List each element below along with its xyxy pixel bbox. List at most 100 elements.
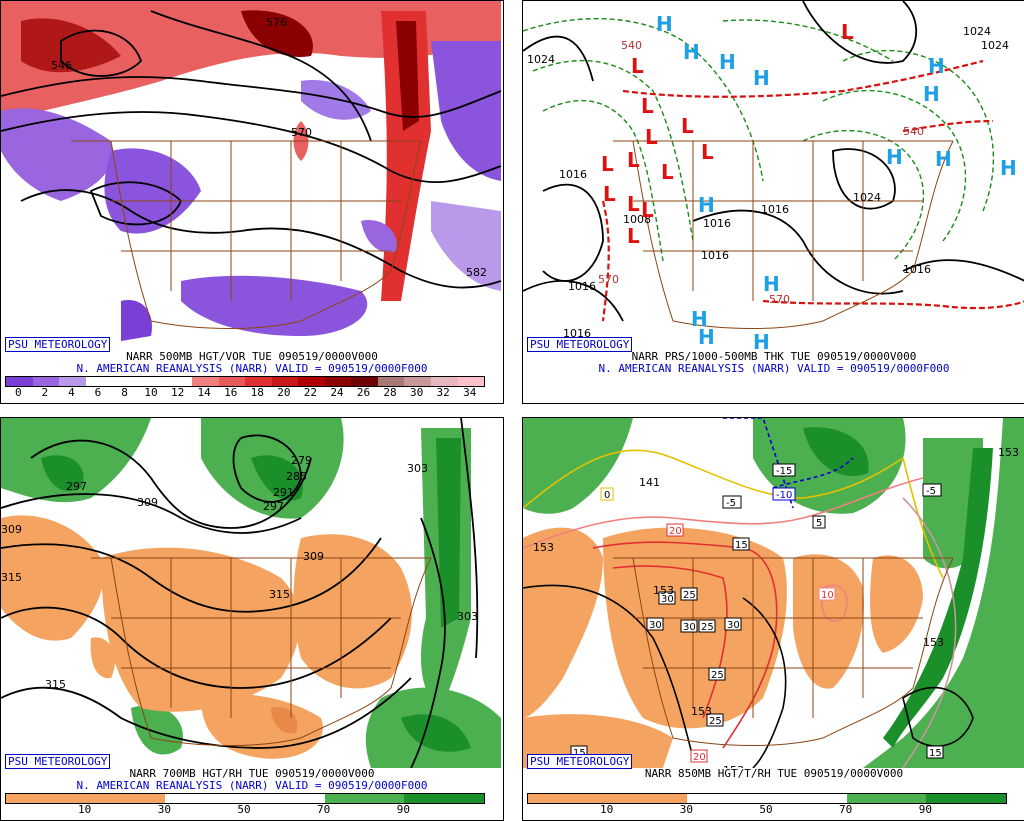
high-pressure-marker: H [719,50,736,74]
colorbar-segment [85,794,166,803]
colorbar-segment [377,377,405,386]
colorbar-tick-label: 30 [157,803,171,816]
colorbar-segment [404,794,485,803]
low-pressure-marker: L [631,54,644,78]
contour-label: 546 [51,59,72,72]
temp-label: 5 [812,515,826,529]
temp-label: 25 [706,713,724,727]
panel-pressure-thickness: 1024 1016 1008 1016 1016 1016 1024 1016 … [522,0,1024,404]
colorbar-segment [165,377,192,386]
colorbar-tick-label: 12 [170,386,185,399]
panel-subtitle: N. AMERICAN REANALYSIS (NARR) VALID = 09… [598,362,950,375]
temp-label: -5 [722,495,742,509]
temp-label: 30 [724,617,742,631]
pressure-label: 1016 [563,327,591,340]
contour-label: 309 [137,496,158,509]
high-pressure-marker: H [886,145,903,169]
svg-text:-5: -5 [726,498,736,509]
low-pressure-marker: L [661,160,674,184]
svg-text:25: 25 [683,590,696,601]
temp-label: 30 [658,591,676,605]
colorbar-tick-label: 50 [759,803,773,816]
temp-label: 15 [926,745,944,759]
colorbar-ticks: 10 30 50 70 90 [5,803,483,817]
contour-label: 315 [269,588,290,601]
height-label: 141 [639,476,660,489]
temp-label: 25 [680,587,698,601]
svg-text:15: 15 [929,748,942,759]
colorbar-segment [59,377,86,386]
panel-subtitle: N. AMERICAN REANALYSIS (NARR) VALID = 09… [76,362,428,375]
low-pressure-marker: L [603,182,616,206]
colorbar-tick-label: 10 [144,386,158,399]
colorbar-segment [607,794,688,803]
colorbar-segment [245,377,272,386]
colorbar-tick-label: 18 [250,386,264,399]
branding-label: PSU METEOROLOGY [5,337,111,352]
height-label: 153 [923,636,944,649]
colorbar-segment [528,794,608,803]
thickness-label: 570 [598,273,619,286]
low-pressure-marker: L [601,152,614,176]
colorbar-segment [218,377,246,386]
contour-label: 297 [263,500,284,513]
colorbar-tick-label: 24 [330,386,344,399]
map-700mb-humidity: 297 279 285 291 297 303 309 309 315 315 … [1,418,503,768]
pressure-label: 1016 [559,168,587,181]
high-pressure-marker: H [683,40,700,64]
panel-subtitle: N. AMERICAN REANALYSIS (NARR) VALID = 09… [76,779,428,792]
high-pressure-marker: H [1000,156,1017,180]
contour-label: 582 [466,266,487,279]
colorbar-tick-label: 30 [679,803,693,816]
temp-label: -10 [772,487,796,501]
colorbar-segment [298,377,325,386]
colorbar-tick-label: 90 [918,803,932,816]
thickness-label: 540 [903,125,924,138]
panel-title: NARR 500MB HGT/VOR TUE 090519/0000V000 [126,350,378,363]
colorbar-ticks: 0 2 4 6 8 10 12 14 16 18 20 22 24 26 28 30 32 34 [5,386,483,400]
panel-title: NARR PRS/1000-500MB THK TUE 090519/0000V… [631,350,917,363]
svg-text:25: 25 [711,670,724,681]
thickness-label: 540 [621,39,642,52]
svg-text:15: 15 [735,540,748,551]
colorbar-tick-label: 34 [463,386,477,399]
contour-label: 297 [66,480,87,493]
panel-850mb-temperature-humidity: -15 -10 -5 -5 0 5 15 30 25 30 30 30 25 2… [522,417,1024,821]
colorbar-segment [32,377,60,386]
height-label: 153 [533,541,554,554]
colorbar-segment [271,377,299,386]
high-pressure-marker: H [691,307,708,331]
colorbar-tick-label: 10 [600,803,614,816]
height-label: 153 [723,764,744,768]
colorbar-tick-label: 50 [237,803,251,816]
colorbar-segment [191,377,219,386]
pressure-label: 1024 [981,39,1009,52]
svg-text:-15: -15 [776,466,792,477]
low-pressure-marker: L [681,114,694,138]
svg-text:10: 10 [821,590,834,601]
colorbar-segment [767,794,847,803]
pressure-label: 1016 [701,249,729,262]
colorbar-segment [6,794,86,803]
contour-label: 309 [303,550,324,563]
branding-label: PSU METEOROLOGY [5,754,111,769]
temp-label: -5 [922,483,942,497]
map-850mb-temperature-humidity: -15 -10 -5 -5 0 5 15 30 25 30 30 30 25 2… [523,418,1024,768]
colorbar-tick-label: 70 [839,803,853,816]
contour-label: 309 [1,523,22,536]
thickness-label: 570 [769,293,790,306]
temp-label: -15 [772,463,796,477]
low-pressure-marker: L [641,94,654,118]
svg-text:20: 20 [669,526,682,537]
contour-label: 303 [457,610,478,623]
branding-label: PSU METEOROLOGY [527,754,633,769]
temp-label: 20 [690,749,708,763]
svg-text:25: 25 [709,716,722,727]
contour-label: 291 [273,486,294,499]
map-pressure-thickness: 1024 1016 1008 1016 1016 1016 1024 1016 … [523,1,1024,351]
pressure-label: 1024 [527,53,555,66]
colorbar-tick-label: 22 [303,386,317,399]
low-pressure-marker: L [627,148,640,172]
pressure-label: 1024 [963,25,991,38]
height-label: 153 [691,705,712,718]
